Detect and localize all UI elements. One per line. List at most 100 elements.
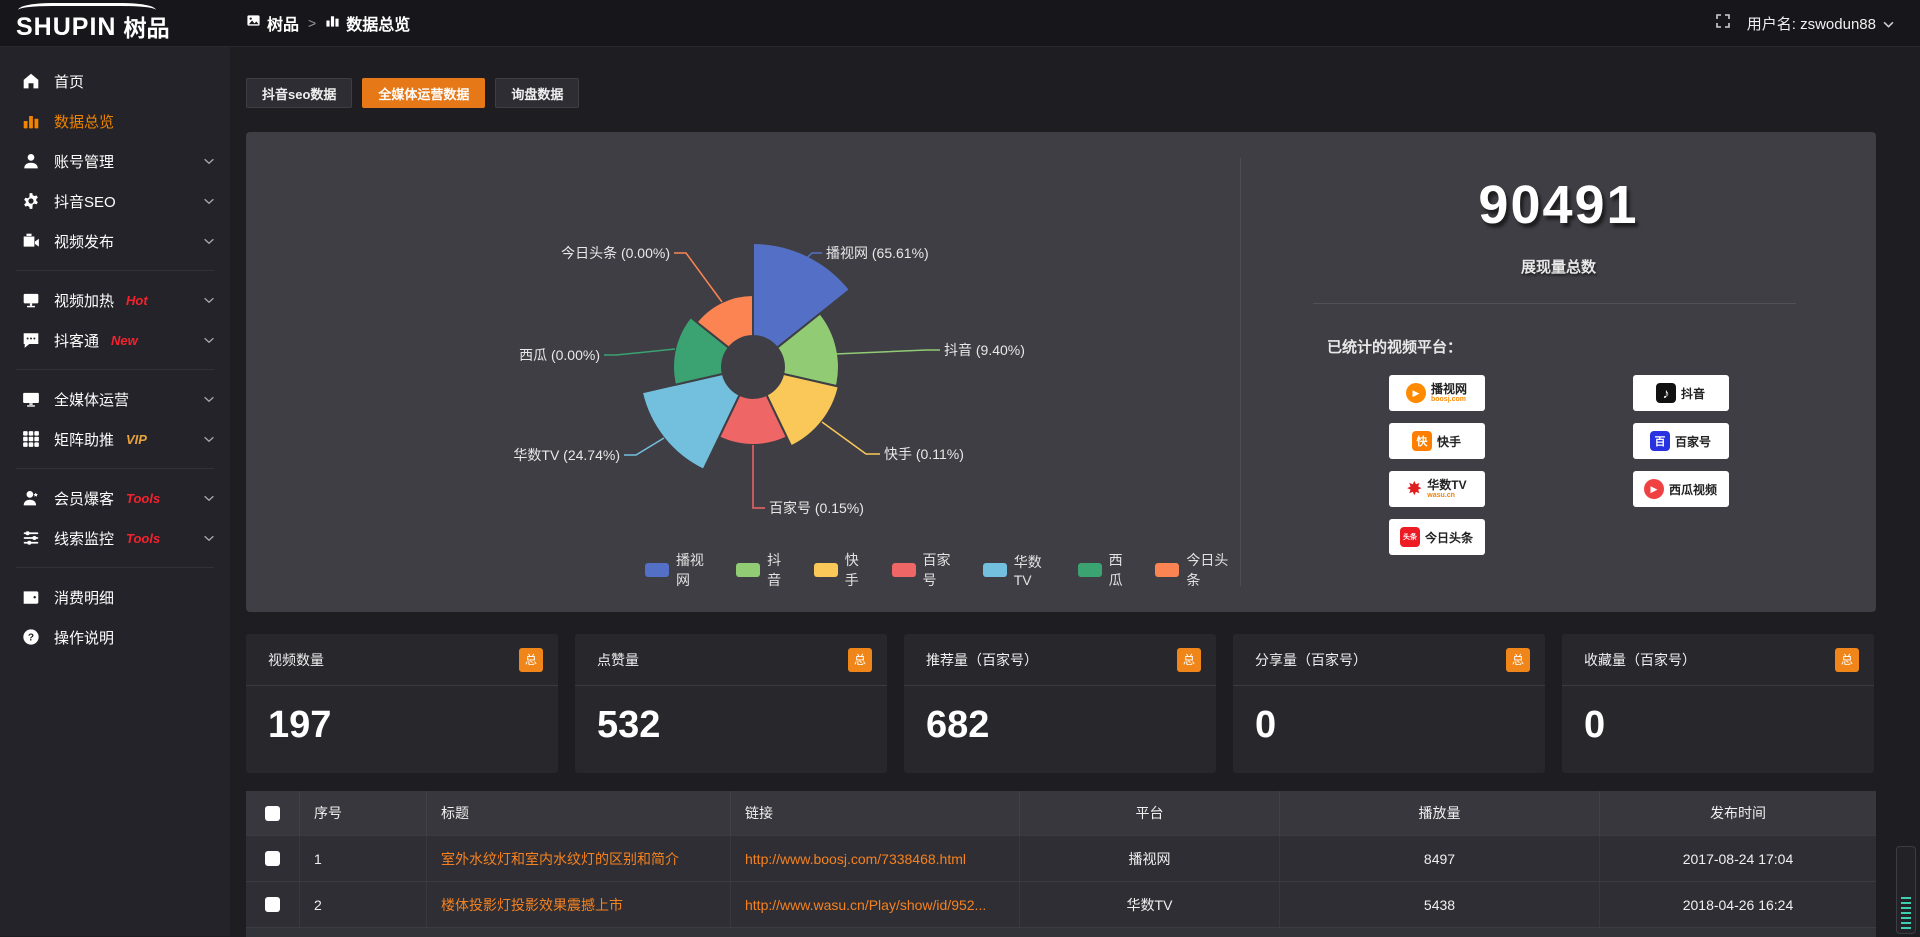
music-note: ♪	[1655, 383, 1676, 403]
sidebar-item-label: 抖客通	[54, 332, 100, 350]
chevron-down-icon[interactable]	[202, 432, 216, 446]
logo-text-en: SHUPIN	[16, 13, 117, 41]
pie-label-line-1	[834, 349, 940, 355]
table-row-1: 2 楼体投影灯投影效果震撼上市 http://www.wasu.cn/Play/sh…	[246, 881, 1876, 927]
platform-name: 抖音	[1680, 386, 1705, 401]
kuai-icon: 快	[1411, 431, 1432, 451]
bar-chart-icon	[22, 112, 40, 130]
sidebar-item-badge: Hot	[126, 292, 148, 308]
chevron-down-icon[interactable]	[202, 333, 216, 347]
sidebar-item-7[interactable]: 全媒体运营	[0, 379, 230, 419]
table-header-cell: 链接	[731, 791, 1020, 835]
table-cell: http://www.wasu.cn/Play/show/id/952...	[731, 882, 1020, 927]
legend-item-6[interactable]: 今日头条	[1155, 550, 1240, 590]
legend-item-0[interactable]: 播视网	[645, 550, 716, 590]
fullscreen-icon[interactable]	[1715, 13, 1731, 33]
sidebar-item-10[interactable]: 线索监控 Tools	[0, 518, 230, 558]
pie-slice-5[interactable]	[672, 315, 731, 386]
table-header-cell: 序号	[300, 791, 427, 835]
cell-url-link[interactable]: http://www.boosj.com/7338468.html	[745, 850, 967, 867]
summary-divider	[1313, 303, 1796, 304]
sidebar-item-badge: VIP	[126, 431, 147, 447]
legend-item-2[interactable]: 快手	[813, 550, 872, 590]
table-header-cell: 发布时间	[1710, 805, 1766, 821]
legend-swatch	[891, 563, 916, 577]
pie-slice-2[interactable]	[765, 372, 840, 448]
platform-badge-grid: ▶ 播视网 boosj.com ♪ 抖音快快手 百百家号 ✸ 华数TV wasu.cn ▶ 西瓜视频…	[1241, 375, 1876, 555]
table-header-row: 序号 标题 链接 平台 播放量 发布时间	[246, 791, 1876, 835]
legend-swatch	[736, 563, 761, 577]
table-cell: 华数TV	[1020, 882, 1280, 927]
chevron-down-icon[interactable]	[202, 293, 216, 307]
cell-views: 5438	[1423, 896, 1456, 913]
sidebar-item-1[interactable]: 数据总览	[0, 101, 230, 141]
app-icon	[246, 13, 261, 33]
chevron-down-icon	[1883, 15, 1894, 32]
rose-pie-chart: 播视网 (65.61%) 抖音 (9.40%) 快手 (0.11%) 百家号 (0.1…	[513, 241, 1025, 516]
platform-subtitle: boosj.com	[1430, 395, 1466, 403]
legend-item-3[interactable]: 百家号	[891, 550, 963, 590]
pie-label-6: 今日头条 (0.00%)	[561, 245, 670, 261]
user-menu[interactable]: 用户名: zswodun88	[1747, 13, 1894, 34]
sidebar-item-6[interactable]: 抖客通 New	[0, 320, 230, 360]
monitor-icon	[22, 390, 40, 408]
video-upload-icon	[22, 232, 40, 250]
legend-swatch	[1077, 563, 1102, 577]
chevron-down-icon[interactable]	[202, 531, 216, 545]
chevron-down-icon[interactable]	[202, 194, 216, 208]
stat-card-header: 推荐量（百家号） 总	[904, 634, 1216, 686]
sidebar-item-5[interactable]: 视频加热 Hot	[0, 280, 230, 320]
sidebar-item-11[interactable]: 消费明细	[0, 577, 230, 617]
row-checkbox[interactable]	[265, 851, 280, 866]
sidebar-item-label: 操作说明	[54, 629, 115, 647]
cell-views: 8497	[1423, 850, 1456, 867]
chevron-down-icon[interactable]	[202, 234, 216, 248]
sidebar-item-8[interactable]: 矩阵助推 VIP	[0, 419, 230, 459]
pie-label-line-3	[752, 445, 765, 509]
toutiao-icon: 头条	[1399, 527, 1420, 547]
breadcrumb-item-current[interactable]: 数据总览	[325, 11, 410, 35]
stat-card-value: 0	[1584, 704, 1606, 746]
pie-slice-6[interactable]	[695, 293, 754, 350]
pie-label-4: 华数TV (24.74%)	[513, 447, 620, 463]
legend-item-1[interactable]: 抖音	[736, 550, 794, 590]
pie-label-5: 西瓜 (0.00%)	[519, 347, 600, 363]
stat-card-2: 推荐量（百家号） 总 682	[904, 634, 1216, 773]
sidebar-item-2[interactable]: 账号管理	[0, 141, 230, 181]
pie-slice-4[interactable]	[640, 372, 741, 472]
stat-card-label: 收藏量（百家号）	[1584, 651, 1696, 668]
sidebar-item-label: 视频发布	[54, 233, 115, 251]
logo-arc-decoration	[18, 3, 156, 17]
floating-scrollbar-widget[interactable]	[1896, 846, 1916, 934]
sidebar-divider	[16, 468, 214, 469]
select-all-checkbox[interactable]	[265, 805, 280, 821]
pie-label-3: 百家号 (0.15%)	[769, 500, 864, 516]
app-logo: SHUPIN 树品	[0, 0, 230, 46]
sidebar-item-0[interactable]: 首页	[0, 61, 230, 101]
pie-label-line-5	[604, 348, 676, 356]
chevron-down-icon[interactable]	[202, 392, 216, 406]
tab-2[interactable]: 询盘数据	[495, 78, 580, 108]
row-checkbox[interactable]	[265, 897, 280, 912]
cell-title-link[interactable]: 楼体投影灯投影效果震撼上市	[441, 896, 623, 913]
tab-1[interactable]: 全媒体运营数据	[362, 78, 486, 108]
legend-item-4[interactable]: 华数TV	[982, 550, 1058, 590]
tab-0[interactable]: 抖音seo数据	[246, 78, 353, 108]
table-cell: 1	[300, 836, 427, 881]
breadcrumb-item-home[interactable]: 树品	[246, 11, 299, 35]
chevron-down-icon[interactable]	[202, 154, 216, 168]
stat-card-header: 分享量（百家号） 总	[1233, 634, 1545, 686]
sidebar-item-9[interactable]: 会员爆客 Tools	[0, 478, 230, 518]
sidebar-item-12[interactable]: ? 操作说明	[0, 617, 230, 657]
legend-swatch	[645, 563, 669, 577]
platform-subtitle: wasu.cn	[1427, 491, 1455, 499]
legend-item-5[interactable]: 西瓜	[1077, 550, 1136, 590]
stat-card-value: 197	[268, 704, 332, 746]
cell-url-link[interactable]: http://www.wasu.cn/Play/show/id/952...	[745, 896, 987, 913]
sidebar-item-3[interactable]: 抖音SEO	[0, 181, 230, 221]
pie-slice-0[interactable]	[752, 241, 852, 350]
stat-card-label: 点赞量	[597, 651, 639, 668]
sidebar-item-4[interactable]: 视频发布	[0, 221, 230, 261]
cell-title-link[interactable]: 室外水纹灯和室内水纹灯的区别和简介	[441, 850, 679, 867]
chevron-down-icon[interactable]	[202, 491, 216, 505]
